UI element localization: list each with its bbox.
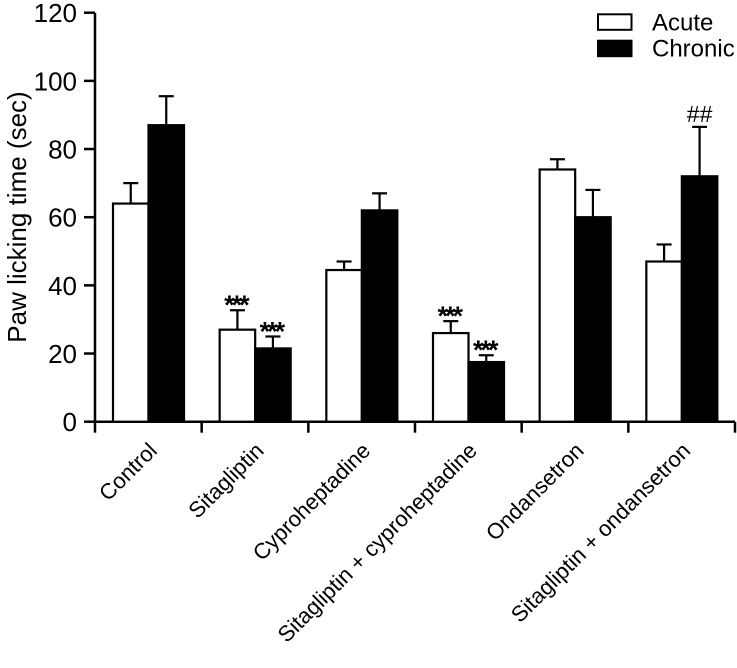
y-axis-label: Paw licking time (sec)	[2, 91, 32, 342]
x-category-label: Sitagliptin	[183, 438, 268, 523]
error-bar	[372, 192, 388, 211]
bar-chronic-ondansetron	[574, 216, 612, 423]
error-bar	[336, 260, 352, 271]
x-category-label: Control	[94, 438, 162, 506]
legend-swatch-acute	[597, 13, 633, 31]
error-bar	[158, 95, 174, 126]
significance-marker: ***	[260, 316, 286, 346]
error-bar	[692, 125, 708, 177]
error-bar	[265, 335, 281, 349]
bar-chronic-cyproheptadine	[360, 209, 399, 423]
y-tick-label: 40	[48, 271, 77, 301]
y-tick-label: 60	[48, 203, 77, 233]
bar-acute-sitagliptin	[218, 328, 257, 423]
y-tick-label: 80	[48, 135, 77, 165]
bar-chronic-sitagliptin-ondansetron	[680, 175, 719, 423]
x-category-label: Sitagliptin + ondansetron	[506, 438, 695, 627]
bar-chronic-sitagliptin-cyproheptadine	[467, 360, 506, 423]
legend-label: Acute	[652, 9, 713, 36]
error-bar	[585, 188, 601, 218]
bar-acute-cyproheptadine	[325, 268, 363, 423]
error-bar	[229, 309, 245, 330]
y-tick-label: 20	[48, 339, 77, 369]
significance-marker: ##	[687, 101, 713, 127]
error-bar	[123, 182, 139, 204]
error-bar	[443, 320, 459, 334]
legend-swatch-chronic	[597, 39, 633, 58]
error-bar	[656, 243, 672, 262]
bar-acute-sitagliptin-cyproheptadine	[431, 331, 470, 423]
y-tick-label: 0	[63, 407, 77, 437]
significance-marker: ***	[473, 335, 499, 365]
bar-acute-control	[111, 202, 150, 423]
bar-acute-ondansetron	[538, 168, 577, 423]
x-category-label: Sitagliptin + cyproheptadine	[273, 438, 482, 647]
error-bar	[478, 354, 494, 363]
x-category-label: Ondansetron	[481, 438, 589, 546]
bar-chronic-control	[147, 124, 186, 423]
bar-acute-sitagliptin-ondansetron	[645, 260, 683, 423]
y-tick-label: 100	[34, 66, 77, 96]
legend-label: Chronic	[652, 36, 735, 63]
significance-marker: ***	[224, 290, 250, 320]
significance-marker: ***	[437, 301, 463, 331]
error-bar	[549, 158, 565, 170]
y-tick-label: 120	[34, 0, 77, 28]
bar-chronic-sitagliptin	[254, 347, 292, 423]
